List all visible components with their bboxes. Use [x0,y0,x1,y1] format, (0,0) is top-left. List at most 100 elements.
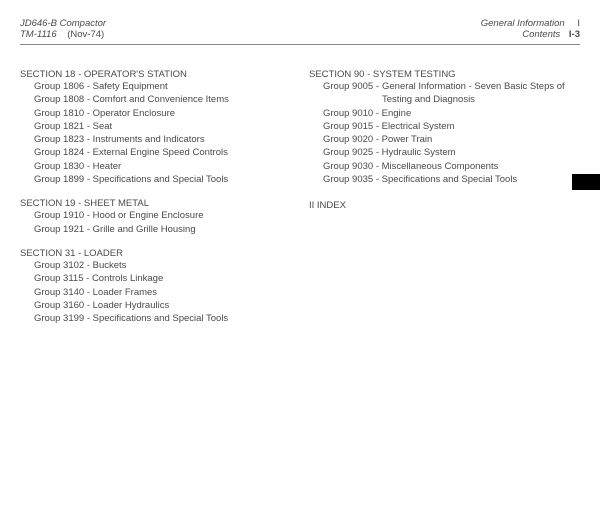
group-row: Group 9030 - Miscellaneous Components [309,160,580,173]
dash: - [373,174,381,185]
group-desc: External Engine Speed Controls [93,147,228,158]
group-number: Group 9030 [323,161,373,172]
contents-label: Contents [522,29,560,40]
group-row: Group 9015 - Electrical System [309,120,580,133]
group-row: Group 1808 - Comfort and Convenience Ite… [20,93,291,106]
dash: - [84,174,92,185]
group-desc: Hood or Engine Enclosure [93,210,204,221]
dash: - [84,108,92,119]
group-row: Group 1899 - Specifications and Special … [20,173,291,186]
dash: - [373,108,381,119]
right-column: SECTION 90 - SYSTEM TESTING Group 9005 -… [309,63,580,325]
group-row: Group 9020 - Power Train [309,133,580,146]
group-number: Group 1910 [34,210,84,221]
group-number: Group 9020 [323,134,373,145]
group-row: Group 9035 - Specifications and Special … [309,173,580,186]
group-number: Group 1821 [34,121,84,132]
index-label: II INDEX [309,200,580,211]
group-row: Group 9010 - Engine [309,107,580,120]
group-desc: Heater [93,161,122,172]
group-desc: Instruments and Indicators [93,134,205,145]
tm-line: TM-1116 (Nov-74) [20,29,106,40]
group-row: Group 9025 - Hydraulic System [309,146,580,159]
group-number: Group 9005 - [323,80,382,107]
group-desc: Engine [382,108,412,119]
group-desc: Seat [93,121,113,132]
group-row: Group 1806 - Safety Equipment [20,80,291,93]
gi-line: General Information I [481,18,580,29]
group-number: Group 1921 [34,224,84,235]
group-desc: Loader Hydraulics [93,300,170,311]
group-number: Group 1806 [34,81,84,92]
group-desc: Comfort and Convenience Items [93,94,229,105]
group-row: Group 3115 - Controls Linkage [20,272,291,285]
group-desc: Operator Enclosure [93,108,175,119]
group-row: Group 1824 - External Engine Speed Contr… [20,146,291,159]
contents-line: Contents I-3 [481,29,580,40]
dash: - [84,300,92,311]
group-desc: Power Train [382,134,433,145]
dash: - [373,121,381,132]
section-90-title: SECTION 90 - SYSTEM TESTING [309,69,580,80]
header-left: JD646-B Compactor TM-1116 (Nov-74) [20,18,106,40]
group-desc: Controls Linkage [92,273,163,284]
page-number: I-3 [569,29,580,40]
group-number: Group 1830 [34,161,84,172]
header-right: General Information I Contents I-3 [481,18,580,40]
group-number: Group 9010 [323,108,373,119]
group-desc: Grille and Grille Housing [93,224,196,235]
group-number: Group 3140 [34,287,84,298]
dash: - [84,81,92,92]
section-18-title: SECTION 18 - OPERATOR'S STATION [20,69,291,80]
dash: - [84,287,92,298]
group-row: Group 1830 - Heater [20,160,291,173]
group-row: Group 1910 - Hood or Engine Enclosure [20,209,291,222]
group-number: Group 1899 [34,174,84,185]
group-desc: Specifications and Special Tools [93,313,229,324]
group-desc: Specifications and Special Tools [93,174,229,185]
section-31-title: SECTION 31 - LOADER [20,248,291,259]
group-row: Group 1821 - Seat [20,120,291,133]
content-columns: SECTION 18 - OPERATOR'S STATION Group 18… [20,63,580,325]
dash: - [83,273,91,284]
group-desc: Miscellaneous Components [382,161,499,172]
dash: - [84,161,92,172]
group-number: Group 3115 [34,273,83,284]
group-row: Group 3140 - Loader Frames [20,286,291,299]
group-row: Group 9005 - General Information - Seven… [309,80,580,107]
dash: - [84,224,92,235]
dash: - [84,313,92,324]
dash: - [373,161,381,172]
dash: - [84,121,92,132]
page-header: JD646-B Compactor TM-1116 (Nov-74) Gener… [20,18,580,45]
group-number: Group 3199 [34,313,84,324]
group-row: Group 3199 - Specifications and Special … [20,312,291,325]
tm-date: (Nov-74) [67,29,104,40]
group-desc: Loader Frames [93,287,157,298]
group-row: Group 3160 - Loader Hydraulics [20,299,291,312]
group-number: Group 1810 [34,108,84,119]
dash: - [84,134,92,145]
group-desc: Electrical System [382,121,455,132]
group-number: Group 1824 [34,147,84,158]
group-number: Group 1823 [34,134,84,145]
dash: - [84,210,92,221]
group-desc: Buckets [93,260,127,271]
group-desc: Specifications and Special Tools [382,174,518,185]
group-row: Group 3102 - Buckets [20,259,291,272]
group-desc: General Information - Seven Basic Steps … [382,80,580,107]
group-number: Group 9025 [323,147,373,158]
general-info-label: General Information [481,18,565,29]
dash: - [84,260,92,271]
group-row: Group 1823 - Instruments and Indicators [20,133,291,146]
group-number: Group 9015 [323,121,373,132]
left-column: SECTION 18 - OPERATOR'S STATION Group 18… [20,63,291,325]
dash: - [84,147,92,158]
tm-number: TM-1116 [20,29,57,40]
dash: - [84,94,92,105]
dash: - [373,147,381,158]
gi-num: I [577,18,580,29]
tab-marker-icon [572,174,600,190]
section-19-title: SECTION 19 - SHEET METAL [20,198,291,209]
group-number: Group 3160 [34,300,84,311]
